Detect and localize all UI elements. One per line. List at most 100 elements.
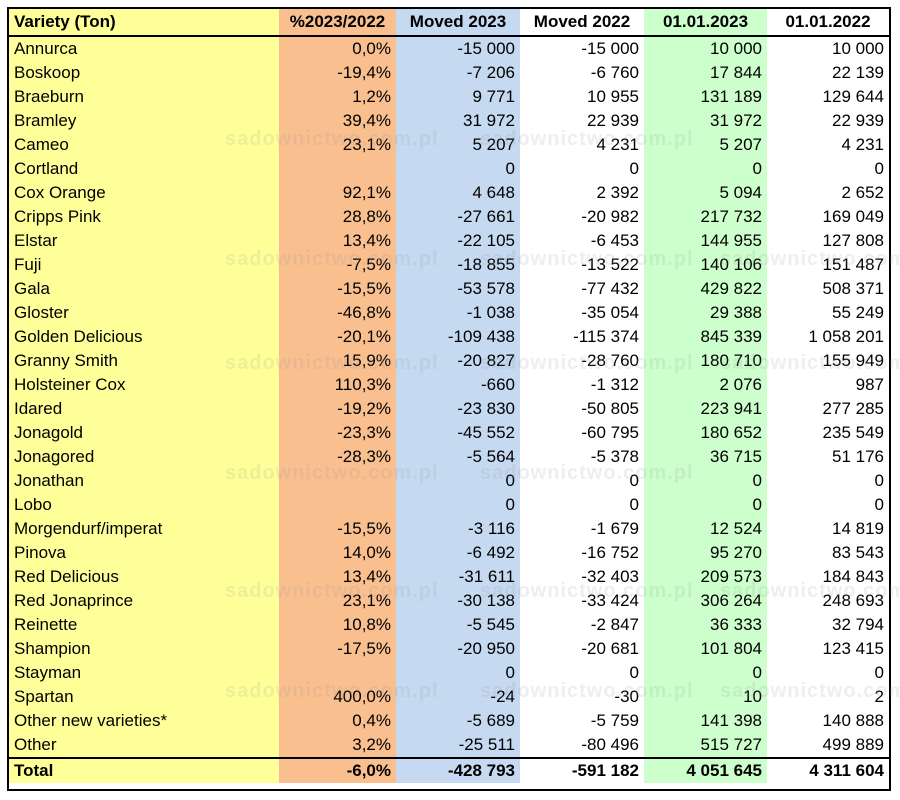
- cell-moved-2022: -60 795: [520, 421, 644, 445]
- cell-moved-2022: -77 432: [520, 277, 644, 301]
- cell-moved-2023: -20 950: [396, 637, 520, 661]
- variety-name: Idared: [9, 397, 279, 421]
- variety-name: Morgendurf/imperat: [9, 517, 279, 541]
- header-moved-2022: Moved 2022: [520, 9, 644, 37]
- cell-stock-2023: 429 822: [644, 277, 767, 301]
- cell-stock-2022: 0: [767, 661, 889, 685]
- cell-moved-2023: 31 972: [396, 109, 520, 133]
- variety-name: Spartan: [9, 685, 279, 709]
- cell-percent-change: 23,1%: [279, 133, 396, 157]
- cell-stock-2023: 0: [644, 661, 767, 685]
- variety-name: Braeburn: [9, 85, 279, 109]
- cell-stock-2023: 515 727: [644, 733, 767, 757]
- cell-moved-2023: -3 116: [396, 517, 520, 541]
- cell-moved-2022: 2 392: [520, 181, 644, 205]
- cell-percent-change: 110,3%: [279, 373, 396, 397]
- cell-stock-2023: 131 189: [644, 85, 767, 109]
- cell-percent-change: -19,4%: [279, 61, 396, 85]
- total-moved-2023: -428 793: [396, 757, 520, 783]
- cell-stock-2022: 4 231: [767, 133, 889, 157]
- cell-moved-2022: -16 752: [520, 541, 644, 565]
- cell-moved-2023: -27 661: [396, 205, 520, 229]
- cell-stock-2023: 180 652: [644, 421, 767, 445]
- cell-percent-change: 3,2%: [279, 733, 396, 757]
- variety-name: Cripps Pink: [9, 205, 279, 229]
- cell-stock-2023: 180 710: [644, 349, 767, 373]
- cell-percent-change: -28,3%: [279, 445, 396, 469]
- cell-moved-2022: -33 424: [520, 589, 644, 613]
- cell-stock-2023: 95 270: [644, 541, 767, 565]
- cell-percent-change: 39,4%: [279, 109, 396, 133]
- cell-percent-change: -17,5%: [279, 637, 396, 661]
- cell-stock-2023: 144 955: [644, 229, 767, 253]
- cell-percent-change: 15,9%: [279, 349, 396, 373]
- cell-stock-2022: 51 176: [767, 445, 889, 469]
- cell-stock-2022: 123 415: [767, 637, 889, 661]
- cell-moved-2022: -35 054: [520, 301, 644, 325]
- header-percent-change: %2023/2022: [279, 9, 396, 37]
- cell-stock-2023: 29 388: [644, 301, 767, 325]
- variety-name: Red Delicious: [9, 565, 279, 589]
- cell-stock-2022: 22 139: [767, 61, 889, 85]
- header-stock-2023: 01.01.2023: [644, 9, 767, 37]
- cell-moved-2023: -20 827: [396, 349, 520, 373]
- cell-stock-2023: 17 844: [644, 61, 767, 85]
- total-stock-2022: 4 311 604: [767, 757, 889, 783]
- cell-moved-2022: -115 374: [520, 325, 644, 349]
- cell-stock-2023: 10 000: [644, 37, 767, 61]
- cell-moved-2023: -6 492: [396, 541, 520, 565]
- cell-moved-2023: -22 105: [396, 229, 520, 253]
- cell-stock-2023: 0: [644, 469, 767, 493]
- cell-stock-2022: 248 693: [767, 589, 889, 613]
- variety-name: Pinova: [9, 541, 279, 565]
- cell-stock-2023: 12 524: [644, 517, 767, 541]
- variety-name: Annurca: [9, 37, 279, 61]
- variety-name: Cortland: [9, 157, 279, 181]
- cell-stock-2023: 2 076: [644, 373, 767, 397]
- cell-moved-2023: 0: [396, 493, 520, 517]
- cell-moved-2023: -7 206: [396, 61, 520, 85]
- cell-stock-2022: 140 888: [767, 709, 889, 733]
- variety-name: Jonathan: [9, 469, 279, 493]
- variety-name: Jonagored: [9, 445, 279, 469]
- header-moved-2023: Moved 2023: [396, 9, 520, 37]
- cell-stock-2022: 1 058 201: [767, 325, 889, 349]
- cell-percent-change: 1,2%: [279, 85, 396, 109]
- cell-stock-2022: 32 794: [767, 613, 889, 637]
- cell-stock-2023: 5 207: [644, 133, 767, 157]
- variety-name: Cox Orange: [9, 181, 279, 205]
- cell-percent-change: 13,4%: [279, 565, 396, 589]
- cell-percent-change: -20,1%: [279, 325, 396, 349]
- cell-moved-2023: 5 207: [396, 133, 520, 157]
- cell-moved-2022: 0: [520, 157, 644, 181]
- cell-stock-2022: 2 652: [767, 181, 889, 205]
- cell-stock-2022: 10 000: [767, 37, 889, 61]
- cell-percent-change: 23,1%: [279, 589, 396, 613]
- cell-moved-2022: -32 403: [520, 565, 644, 589]
- cell-stock-2022: 2: [767, 685, 889, 709]
- cell-moved-2023: -45 552: [396, 421, 520, 445]
- cell-stock-2022: 277 285: [767, 397, 889, 421]
- cell-moved-2023: -24: [396, 685, 520, 709]
- cell-moved-2023: -30 138: [396, 589, 520, 613]
- cell-stock-2023: 101 804: [644, 637, 767, 661]
- cell-moved-2023: -15 000: [396, 37, 520, 61]
- cell-percent-change: [279, 493, 396, 517]
- cell-moved-2022: -15 000: [520, 37, 644, 61]
- cell-percent-change: -46,8%: [279, 301, 396, 325]
- cell-stock-2023: 217 732: [644, 205, 767, 229]
- cell-stock-2023: 223 941: [644, 397, 767, 421]
- cell-percent-change: -15,5%: [279, 277, 396, 301]
- header-stock-2022: 01.01.2022: [767, 9, 889, 37]
- cell-stock-2023: 5 094: [644, 181, 767, 205]
- cell-percent-change: 400,0%: [279, 685, 396, 709]
- variety-name: Jonagold: [9, 421, 279, 445]
- cell-moved-2022: -20 982: [520, 205, 644, 229]
- variety-name: Shampion: [9, 637, 279, 661]
- cell-moved-2022: 10 955: [520, 85, 644, 109]
- cell-stock-2023: 31 972: [644, 109, 767, 133]
- cell-percent-change: [279, 661, 396, 685]
- variety-name: Reinette: [9, 613, 279, 637]
- cell-moved-2023: -1 038: [396, 301, 520, 325]
- cell-moved-2023: 0: [396, 661, 520, 685]
